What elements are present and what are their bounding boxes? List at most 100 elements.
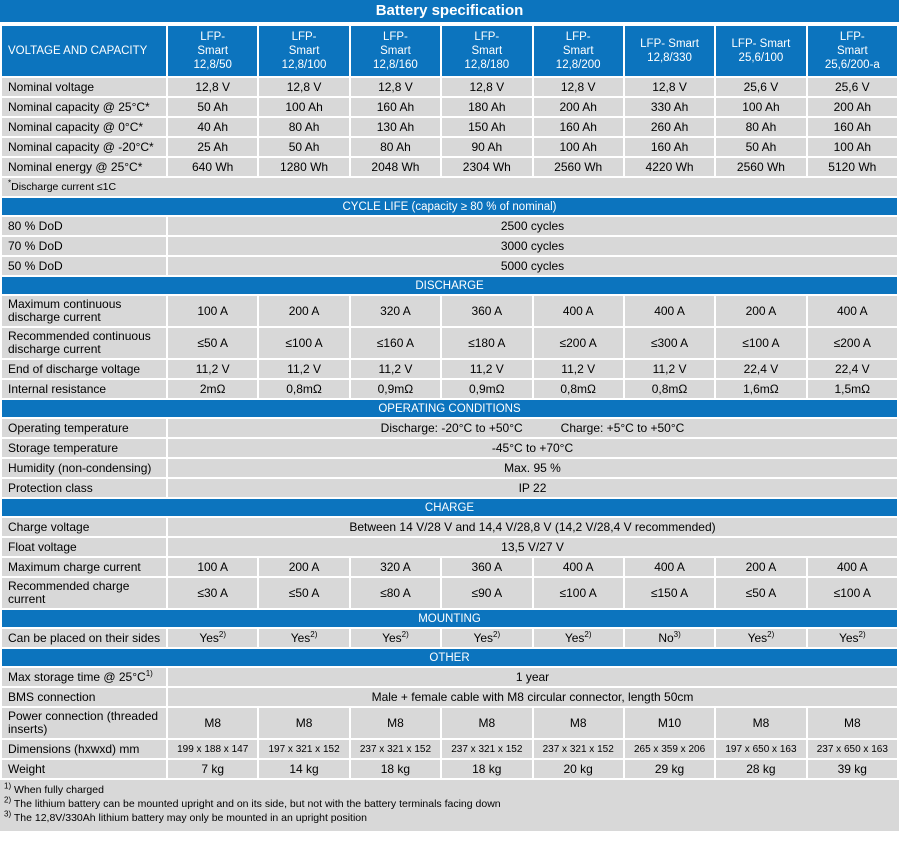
- value-cell: 40 Ah: [168, 118, 258, 136]
- page-title: Battery specification: [0, 0, 899, 22]
- value-cell: Yes2): [716, 629, 806, 647]
- section-title: CYCLE LIFE (capacity ≥ 80 % of nominal): [2, 198, 897, 215]
- footnotes-block: 1) When fully charged 2) The lithium bat…: [0, 780, 899, 831]
- value-cell: 25,6 V: [716, 78, 806, 96]
- table-row-max-charge-current: Maximum charge current 100 A 200 A 320 A…: [2, 558, 897, 576]
- row-label: 50 % DoD: [2, 257, 166, 275]
- row-label: End of discharge voltage: [2, 360, 166, 378]
- section-banner-cycle-life: CYCLE LIFE (capacity ≥ 80 % of nominal): [2, 198, 897, 215]
- note-text: Discharge current ≤1C: [11, 181, 117, 193]
- value-cell: ≤50 A: [259, 578, 349, 608]
- footnote-ref: 2): [218, 630, 227, 639]
- value-cell: 1 year: [168, 668, 897, 686]
- table-row-dod-50: 50 % DoD 5000 cycles: [2, 257, 897, 275]
- value-cell: 80 Ah: [350, 138, 441, 156]
- row-label: Maximum continuous discharge current: [2, 296, 166, 326]
- value-cell: 200 Ah: [807, 98, 897, 116]
- value-cell: 0,9mΩ: [350, 380, 441, 398]
- value-cell: 197 x 321 x 152: [259, 740, 349, 758]
- value-cell: 11,2 V: [624, 360, 715, 378]
- value-cell: Discharge: -20°C to +50°C Charge: +5°C to…: [168, 419, 897, 437]
- footnote-ref: 2): [401, 630, 409, 639]
- value-cell: 100 Ah: [533, 138, 623, 156]
- table-row-storage-temperature: Storage temperature -45°C to +70°C: [2, 439, 897, 457]
- section-title: CHARGE: [2, 499, 897, 516]
- section-banner-mounting: MOUNTING: [2, 610, 897, 627]
- footnote-ref: 2): [493, 630, 501, 639]
- footnote-ref: 1): [145, 668, 153, 678]
- value-cell: M8: [168, 708, 258, 738]
- value-cell: 20 kg: [533, 760, 623, 778]
- table-row-max-storage-time: Max storage time @ 25°C1) 1 year: [2, 668, 897, 686]
- value-cell: 11,2 V: [533, 360, 623, 378]
- value-cell: IP 22: [168, 479, 897, 497]
- column-header-model-7: LFP- Smart 25,6/100: [716, 26, 806, 76]
- row-label: Weight: [2, 760, 166, 778]
- row-label: Max storage time @ 25°C1): [2, 668, 166, 686]
- value-cell: ≤100 A: [716, 328, 806, 358]
- value-cell: 360 A: [442, 296, 532, 326]
- table-row-protection-class: Protection class IP 22: [2, 479, 897, 497]
- value-cell: M8: [259, 708, 349, 738]
- section-banner-other: OTHER: [2, 649, 897, 666]
- value-cell: 12,8 V: [259, 78, 349, 96]
- value-cell: 22,4 V: [807, 360, 897, 378]
- table-row-dod-80: 80 % DoD 2500 cycles: [2, 217, 897, 235]
- value-cell: 11,2 V: [168, 360, 258, 378]
- footnote-marker: 2): [4, 795, 12, 805]
- value-cell: Male + female cable with M8 circular con…: [168, 688, 897, 706]
- value-cell: 100 A: [168, 558, 258, 576]
- value-cell: 2500 cycles: [168, 217, 897, 235]
- value-cell: 12,8 V: [624, 78, 715, 96]
- mount-answer: Yes: [838, 631, 859, 645]
- value-cell: ≤80 A: [350, 578, 441, 608]
- column-header-model-8: LFP- Smart 25,6/200-a: [807, 26, 897, 76]
- value-cell: 237 x 321 x 152: [350, 740, 441, 758]
- value-cell: 25,6 V: [807, 78, 897, 96]
- value-cell: 12,8 V: [442, 78, 532, 96]
- value-cell: 197 x 650 x 163: [716, 740, 806, 758]
- value-cell: 2048 Wh: [350, 158, 441, 176]
- row-label: Nominal capacity @ -20°C*: [2, 138, 166, 156]
- row-label: 70 % DoD: [2, 237, 166, 255]
- column-header-model-3: LFP- Smart 12,8/160: [350, 26, 441, 76]
- value-cell: 12,8 V: [533, 78, 623, 96]
- value-cell: Max. 95 %: [168, 459, 897, 477]
- value-cell: 2mΩ: [168, 380, 258, 398]
- table-row-placed-on-sides: Can be placed on their sides Yes2) Yes2)…: [2, 629, 897, 647]
- column-header-model-2: LFP- Smart 12,8/100: [259, 26, 349, 76]
- value-cell: 640 Wh: [168, 158, 258, 176]
- column-header-label: VOLTAGE AND CAPACITY: [2, 26, 166, 76]
- value-cell: 200 Ah: [533, 98, 623, 116]
- value-cell: 237 x 650 x 163: [807, 740, 897, 758]
- value-cell: 11,2 V: [350, 360, 441, 378]
- value-cell: 12,8 V: [168, 78, 258, 96]
- table-row-internal-resistance: Internal resistance 2mΩ 0,8mΩ 0,9mΩ 0,9m…: [2, 380, 897, 398]
- table-row-dimensions: Dimensions (hxwxd) mm 199 x 188 x 147 19…: [2, 740, 897, 758]
- value-cell: 130 Ah: [350, 118, 441, 136]
- footnote-ref: 2): [310, 630, 318, 639]
- value-cell: 0,8mΩ: [533, 380, 623, 398]
- table-row-nominal-energy: Nominal energy @ 25°C* 640 Wh 1280 Wh 20…: [2, 158, 897, 176]
- value-cell: 0,8mΩ: [624, 380, 715, 398]
- value-cell: 400 A: [807, 296, 897, 326]
- value-cell: Yes2): [442, 629, 532, 647]
- value-cell: 360 A: [442, 558, 532, 576]
- value-cell: 330 Ah: [624, 98, 715, 116]
- footnote-text: When fully charged: [14, 784, 104, 796]
- value-cell: 50 Ah: [168, 98, 258, 116]
- row-label: Nominal voltage: [2, 78, 166, 96]
- footnote-marker: 3): [4, 809, 12, 819]
- value-cell: Yes2): [259, 629, 349, 647]
- column-header-model-1: LFP- Smart 12,8/50: [168, 26, 258, 76]
- value-cell: ≤90 A: [442, 578, 532, 608]
- value-cell: ≤50 A: [716, 578, 806, 608]
- table-row-nominal-voltage: Nominal voltage 12,8 V 12,8 V 12,8 V 12,…: [2, 78, 897, 96]
- table-row-capacity-0c: Nominal capacity @ 0°C* 40 Ah 80 Ah 130 …: [2, 118, 897, 136]
- value-cell: M8: [807, 708, 897, 738]
- value-cell: ≤100 A: [259, 328, 349, 358]
- column-header-model-4: LFP- Smart 12,8/180: [442, 26, 532, 76]
- value-cell: ≤150 A: [624, 578, 715, 608]
- row-label: 80 % DoD: [2, 217, 166, 235]
- value-cell: 11,2 V: [259, 360, 349, 378]
